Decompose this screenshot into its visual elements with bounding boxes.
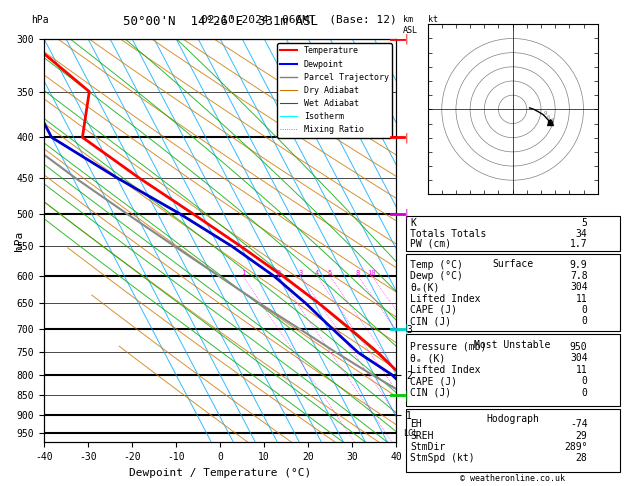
Text: hPa: hPa <box>14 230 25 251</box>
Text: |: | <box>405 208 409 219</box>
Text: StmSpd (kt): StmSpd (kt) <box>410 453 475 464</box>
Text: 3: 3 <box>299 270 303 276</box>
Text: |: | <box>405 390 409 400</box>
Text: 34: 34 <box>576 229 587 239</box>
Text: 289°: 289° <box>564 442 587 452</box>
Text: Lifted Index: Lifted Index <box>410 365 481 375</box>
Text: 11: 11 <box>576 365 587 375</box>
Bar <box>406 216 620 251</box>
Text: CIN (J): CIN (J) <box>410 388 451 398</box>
Text: 0: 0 <box>582 388 587 398</box>
Text: SREH: SREH <box>410 431 433 441</box>
Text: 11: 11 <box>576 294 587 304</box>
Text: © weatheronline.co.uk: © weatheronline.co.uk <box>460 474 565 483</box>
Text: 8: 8 <box>356 270 360 276</box>
Text: 5: 5 <box>328 270 332 276</box>
Text: Surface: Surface <box>492 260 533 269</box>
Text: Totals Totals: Totals Totals <box>410 229 486 239</box>
Text: 10: 10 <box>367 270 376 276</box>
Text: θₑ(K): θₑ(K) <box>410 282 440 293</box>
Text: -74: -74 <box>570 419 587 429</box>
Text: 2: 2 <box>277 270 281 276</box>
Text: 4: 4 <box>314 270 319 276</box>
Text: 304: 304 <box>570 353 587 364</box>
Text: |: | <box>405 132 409 142</box>
Bar <box>406 409 620 471</box>
Text: 950: 950 <box>570 342 587 352</box>
Text: 0: 0 <box>582 316 587 326</box>
Bar <box>406 254 620 331</box>
Text: 1: 1 <box>241 270 245 276</box>
Text: 9: 9 <box>543 111 547 116</box>
Text: 0: 0 <box>582 305 587 315</box>
Text: hPa: hPa <box>31 15 49 25</box>
Text: EH: EH <box>410 419 421 429</box>
Text: Temp (°C): Temp (°C) <box>410 260 463 270</box>
Text: 6: 6 <box>547 115 550 120</box>
Text: km
ASL: km ASL <box>403 16 418 35</box>
Text: |: | <box>405 324 409 334</box>
Text: K: K <box>410 218 416 228</box>
Text: 02.10.2024  06GMT  (Base: 12): 02.10.2024 06GMT (Base: 12) <box>201 15 396 25</box>
Text: θₑ (K): θₑ (K) <box>410 353 445 364</box>
Text: Lifted Index: Lifted Index <box>410 294 481 304</box>
Text: 28: 28 <box>576 453 587 464</box>
Text: 5: 5 <box>582 218 587 228</box>
Text: PW (cm): PW (cm) <box>410 239 451 249</box>
Text: Pressure (mb): Pressure (mb) <box>410 342 486 352</box>
Text: LCL: LCL <box>403 429 418 438</box>
Text: |: | <box>405 34 409 44</box>
Text: 29: 29 <box>576 431 587 441</box>
Bar <box>406 334 620 406</box>
Text: CIN (J): CIN (J) <box>410 316 451 326</box>
Text: kt: kt <box>428 15 438 23</box>
Text: 7.8: 7.8 <box>570 271 587 281</box>
Text: 0: 0 <box>582 376 587 386</box>
Text: Hodograph: Hodograph <box>486 414 539 424</box>
Text: CAPE (J): CAPE (J) <box>410 376 457 386</box>
Text: 1.7: 1.7 <box>570 239 587 249</box>
X-axis label: Dewpoint / Temperature (°C): Dewpoint / Temperature (°C) <box>129 468 311 478</box>
Text: 3: 3 <box>550 118 554 123</box>
Text: Dewp (°C): Dewp (°C) <box>410 271 463 281</box>
Text: 50°00'N  14°26'E  331m ASL: 50°00'N 14°26'E 331m ASL <box>123 15 318 28</box>
Text: Most Unstable: Most Unstable <box>474 340 551 350</box>
Text: 304: 304 <box>570 282 587 293</box>
Text: 9.9: 9.9 <box>570 260 587 270</box>
Text: StmDir: StmDir <box>410 442 445 452</box>
Legend: Temperature, Dewpoint, Parcel Trajectory, Dry Adiabat, Wet Adiabat, Isotherm, Mi: Temperature, Dewpoint, Parcel Trajectory… <box>277 43 392 138</box>
Text: CAPE (J): CAPE (J) <box>410 305 457 315</box>
